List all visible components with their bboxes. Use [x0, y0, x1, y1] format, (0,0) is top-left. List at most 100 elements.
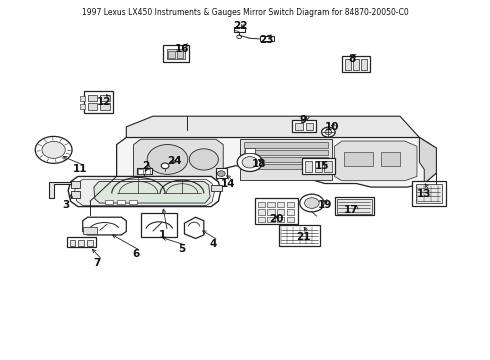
Polygon shape — [412, 181, 446, 206]
Circle shape — [42, 141, 65, 158]
Text: 1997 Lexus LX450 Instruments & Gauges Mirror Switch Diagram for 84870-20050-C0: 1997 Lexus LX450 Instruments & Gauges Mi… — [82, 8, 408, 17]
Polygon shape — [287, 202, 294, 207]
Polygon shape — [67, 238, 96, 247]
Polygon shape — [78, 239, 84, 246]
Polygon shape — [381, 152, 400, 166]
Polygon shape — [177, 51, 183, 58]
Text: 1: 1 — [159, 230, 166, 240]
Text: 3: 3 — [62, 200, 70, 210]
Polygon shape — [277, 216, 284, 222]
Circle shape — [147, 145, 188, 174]
Polygon shape — [279, 225, 320, 246]
Polygon shape — [295, 123, 303, 130]
Circle shape — [300, 194, 324, 212]
Polygon shape — [258, 202, 265, 207]
Text: 9: 9 — [299, 115, 307, 125]
Text: 2: 2 — [142, 161, 149, 171]
Circle shape — [321, 127, 335, 137]
Text: 4: 4 — [210, 239, 217, 249]
Polygon shape — [345, 59, 351, 70]
Polygon shape — [70, 239, 75, 246]
Text: 20: 20 — [269, 214, 284, 224]
Text: 17: 17 — [344, 205, 359, 215]
Polygon shape — [277, 209, 284, 215]
Text: 21: 21 — [296, 232, 310, 242]
Polygon shape — [240, 139, 332, 180]
Polygon shape — [245, 148, 255, 153]
Text: 19: 19 — [318, 200, 332, 210]
Polygon shape — [287, 216, 294, 222]
Polygon shape — [87, 239, 93, 246]
Polygon shape — [258, 216, 265, 222]
Polygon shape — [74, 179, 215, 206]
Polygon shape — [361, 59, 367, 70]
Circle shape — [35, 136, 72, 163]
Polygon shape — [117, 200, 125, 204]
Polygon shape — [258, 209, 265, 215]
Polygon shape — [302, 158, 335, 174]
Circle shape — [218, 171, 225, 176]
Polygon shape — [267, 209, 274, 215]
Text: 10: 10 — [325, 122, 340, 132]
Text: 14: 14 — [220, 179, 235, 189]
Text: 24: 24 — [168, 156, 182, 166]
Polygon shape — [104, 200, 113, 204]
Polygon shape — [315, 161, 322, 172]
Circle shape — [305, 198, 319, 208]
Polygon shape — [88, 103, 97, 110]
Text: 8: 8 — [348, 54, 355, 64]
Polygon shape — [353, 59, 359, 70]
Polygon shape — [244, 157, 328, 162]
Polygon shape — [244, 143, 328, 148]
Polygon shape — [83, 228, 97, 234]
Text: 7: 7 — [94, 258, 101, 268]
Text: 23: 23 — [260, 35, 274, 45]
Polygon shape — [137, 168, 151, 174]
Text: 6: 6 — [132, 249, 140, 260]
Polygon shape — [211, 185, 222, 192]
Polygon shape — [68, 176, 221, 207]
Polygon shape — [138, 169, 143, 174]
Circle shape — [242, 157, 258, 168]
Polygon shape — [419, 138, 437, 184]
Text: 13: 13 — [417, 189, 432, 199]
Polygon shape — [71, 192, 80, 198]
Polygon shape — [80, 96, 85, 100]
Polygon shape — [416, 184, 442, 203]
Polygon shape — [49, 182, 71, 198]
Polygon shape — [267, 216, 274, 222]
Circle shape — [237, 35, 242, 39]
Polygon shape — [324, 161, 332, 172]
Polygon shape — [337, 199, 372, 214]
Polygon shape — [277, 202, 284, 207]
Polygon shape — [71, 181, 80, 188]
Polygon shape — [260, 36, 274, 41]
Circle shape — [325, 130, 332, 135]
Polygon shape — [244, 164, 328, 169]
Polygon shape — [335, 141, 417, 181]
Polygon shape — [342, 56, 370, 72]
Polygon shape — [83, 217, 126, 235]
Polygon shape — [80, 104, 85, 109]
Circle shape — [189, 149, 219, 170]
Polygon shape — [84, 91, 113, 113]
Polygon shape — [306, 123, 313, 130]
Polygon shape — [141, 213, 177, 237]
Polygon shape — [94, 181, 210, 203]
Polygon shape — [100, 103, 110, 110]
Text: 16: 16 — [175, 44, 189, 54]
Polygon shape — [267, 202, 274, 207]
Polygon shape — [244, 149, 328, 155]
Text: 15: 15 — [315, 161, 330, 171]
Circle shape — [161, 163, 169, 168]
Polygon shape — [126, 116, 419, 138]
Text: 18: 18 — [252, 159, 267, 169]
Polygon shape — [167, 49, 185, 59]
Polygon shape — [163, 45, 189, 62]
Circle shape — [237, 153, 263, 171]
Text: 11: 11 — [73, 165, 88, 174]
Polygon shape — [88, 95, 97, 101]
Polygon shape — [168, 51, 175, 58]
Polygon shape — [216, 168, 226, 178]
Polygon shape — [344, 152, 373, 166]
